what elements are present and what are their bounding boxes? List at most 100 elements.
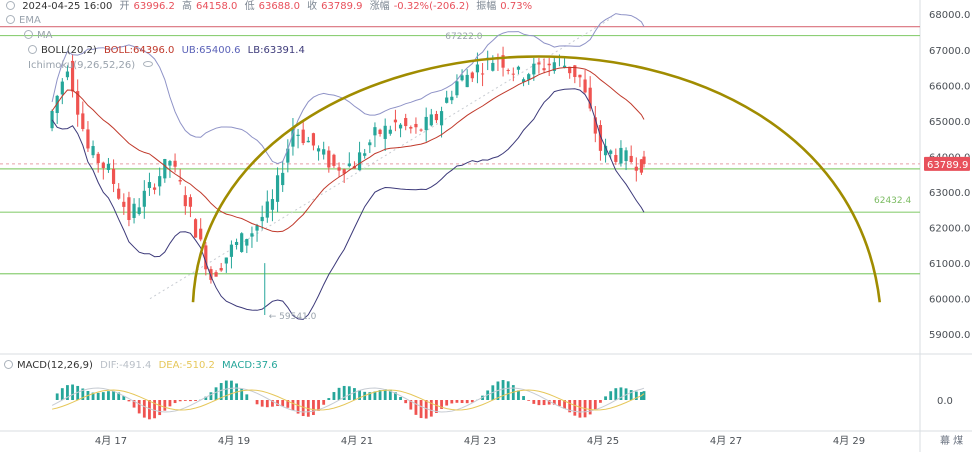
candle-body [425,117,428,130]
macd-bar [256,400,259,404]
time-axis-corner-icons: 幕 煤 [940,434,963,447]
macd-bar [138,400,141,413]
macd-bar [302,400,305,416]
candle-body [81,113,84,129]
macd-bar [579,400,582,418]
change-label: 涨幅 [370,1,390,12]
macd-toggle-icon[interactable] [4,360,13,369]
macd-bar [450,400,453,403]
candle-body [225,258,228,264]
time-tick-label: 4月 17 [95,435,127,447]
macd-bar [573,400,576,416]
candle-body [307,141,310,142]
candle-body [578,75,581,78]
macd-bar [143,400,146,418]
macd-bar [643,391,646,400]
macd-bar [609,391,612,400]
candle-body [281,173,284,185]
ma-toggle-icon[interactable] [24,30,33,39]
change-value: -0.32%(-206.2) [394,1,469,12]
ichimoku-indicator[interactable]: Ichimoku(9,26,52,26) [28,60,157,72]
arc-drawing [193,57,880,303]
candle-body [143,191,146,207]
macd-bar [461,400,464,403]
candle-body [466,75,469,87]
macd-bar [169,400,172,406]
macd-zero-label: 0.0 [937,396,953,407]
candle-body [430,114,433,125]
close-label: 收 [307,1,317,12]
candle-body [194,219,197,237]
macd-bar [56,393,59,400]
price-tick-label: 60000.0 [929,295,970,306]
boll-toggle-icon[interactable] [28,45,37,54]
candle-body [327,151,330,168]
time-tick-label: 4月 19 [218,435,250,447]
macd-bar [210,392,213,400]
price-tick-label: 61000.0 [929,259,970,270]
macd-header[interactable]: MACD(12,26,9) DIF:-491.4 DEA:-510.2 MACD… [4,360,282,372]
candle-body [91,146,94,155]
macd-bar [230,381,233,400]
candle-body [214,272,217,277]
level-price-label: 62432.4 [874,196,911,206]
candle-body [609,151,612,154]
candle-body [163,159,166,178]
macd-bar [558,400,561,406]
candle-body [419,130,422,131]
ma-indicator[interactable]: MA [24,30,56,42]
low-value: 63688.0 [259,1,300,12]
candle-body [271,199,274,210]
time-tick-label: 4月 27 [710,435,742,447]
close-value: 63789.9 [321,1,362,12]
macd-bar [604,396,607,400]
macd-bar [128,400,131,401]
macd-bar [107,391,110,400]
macd-bar [599,400,602,403]
boll-indicator[interactable]: BOLL(20,2) BOLL:64396.0 UB:65400.6 LB:63… [28,45,309,57]
candle-body [138,207,141,214]
candle-body [261,217,264,221]
macd-bar [163,400,166,411]
eye-icon[interactable] [143,61,153,67]
candle-body [373,127,376,135]
boll-ub-value: UB:65400.6 [182,45,241,56]
trend-line [150,18,612,299]
candle-body [507,70,510,71]
price-tick-label: 63000.0 [929,188,970,199]
candle-body [635,167,638,171]
macd-bar [174,400,177,403]
ema-toggle-icon[interactable] [6,15,15,24]
macd-value: MACD:37.6 [222,360,278,371]
macd-bar [240,388,243,400]
candle-body [358,152,361,170]
macd-bar [189,400,192,401]
candle-body [614,155,617,162]
candle-body [435,114,438,120]
time-tick-label: 4月 29 [833,435,865,447]
candle-body [66,72,69,78]
macd-bar [245,394,248,400]
ema-label: EMA [19,15,41,26]
ema-indicator[interactable]: EMA [6,15,45,27]
macd-bar [353,388,356,400]
bollinger-mid [52,68,644,232]
amplitude-label: 振幅 [476,1,496,12]
candle-body [302,130,305,143]
macd-bar [112,391,115,400]
collapse-icon[interactable] [6,1,15,10]
candles-group [50,47,645,284]
macd-bar [522,396,525,400]
macd-bar [614,388,617,400]
candle-body [481,73,484,74]
macd-bar [507,381,510,400]
candle-body [409,127,412,129]
candle-body [127,197,130,220]
price-tick-label: 65000.0 [929,117,970,128]
candle-body [97,154,100,163]
candle-body [491,63,494,71]
candle-body [158,176,161,186]
macd-bar [404,400,407,403]
macd-bar [215,387,218,400]
